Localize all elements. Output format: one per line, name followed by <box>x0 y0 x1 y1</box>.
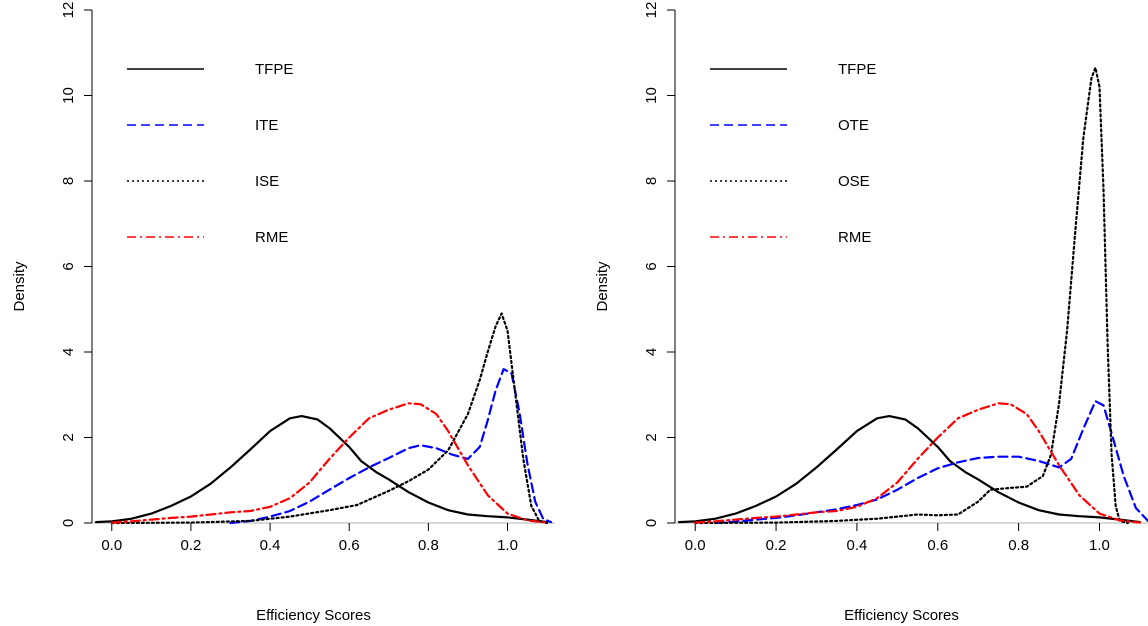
y-tick-label: 12 <box>60 2 77 19</box>
legend-label-tfpe: TFPE <box>255 61 293 78</box>
legend-label-ite: ITE <box>255 117 278 134</box>
series-line-tfpe <box>677 415 1141 524</box>
y-tick-label: 6 <box>643 262 660 270</box>
x-axis-label: Efficiency Scores <box>844 607 959 624</box>
series-line-rme <box>110 402 549 524</box>
y-tick-label: 8 <box>60 177 77 185</box>
y-axis-label: Density <box>594 261 611 312</box>
y-tick-label: 4 <box>60 348 77 356</box>
y-axis-label: Density <box>11 261 28 312</box>
legend-label-rme: RME <box>838 229 871 246</box>
x-tick-label: 0.6 <box>339 537 360 554</box>
y-tick-label: 0 <box>60 519 77 527</box>
x-tick-label: 0.2 <box>181 537 202 554</box>
legend-label-tfpe: TFPE <box>838 61 876 78</box>
x-tick-label: 0.0 <box>101 537 122 554</box>
legend-label-ise: ISE <box>255 173 279 190</box>
legend-label-ote: OTE <box>838 117 869 134</box>
y-tick-label: 4 <box>643 348 660 356</box>
x-tick-label: 0.4 <box>846 537 867 554</box>
x-tick-label: 1.0 <box>497 537 518 554</box>
series-line-ite <box>229 368 553 525</box>
series-line-tfpe <box>94 415 549 524</box>
y-tick-label: 2 <box>643 433 660 441</box>
y-tick-label: 10 <box>60 87 77 104</box>
x-tick-label: 0.0 <box>685 537 706 554</box>
x-tick-label: 0.8 <box>1008 537 1029 554</box>
density-panel-left: 0.0 0.2 0.4 0.6 0.8 1.0 0 2 4 6 8 10 12 Efficiency Sc… <box>11 2 555 624</box>
y-tick-label: 10 <box>643 87 660 104</box>
series-line-rme <box>694 402 1141 524</box>
x-tick-label: 0.6 <box>927 537 948 554</box>
x-tick-label: 1.0 <box>1089 537 1110 554</box>
x-axis-label: Efficiency Scores <box>256 607 371 624</box>
density-panel-right: 0.0 0.2 0.4 0.6 0.8 1.0 0 2 4 6 8 10 12 Efficiency Sc… <box>594 2 1148 624</box>
plot-frame <box>91 10 555 524</box>
legend-label-ose: OSE <box>838 173 870 190</box>
series-line-ote <box>714 400 1148 525</box>
y-tick-label: 6 <box>60 262 77 270</box>
series-line-ose <box>694 66 1129 525</box>
x-tick-label: 0.4 <box>260 537 281 554</box>
y-tick-label: 8 <box>643 177 660 185</box>
x-tick-label: 0.2 <box>766 537 787 554</box>
x-tick-label: 0.8 <box>418 537 439 554</box>
y-tick-label: 2 <box>60 433 77 441</box>
legend-label-rme: RME <box>255 229 288 246</box>
series-line-ise <box>110 312 549 525</box>
y-tick-label: 12 <box>643 2 660 19</box>
y-tick-label: 0 <box>643 519 660 527</box>
